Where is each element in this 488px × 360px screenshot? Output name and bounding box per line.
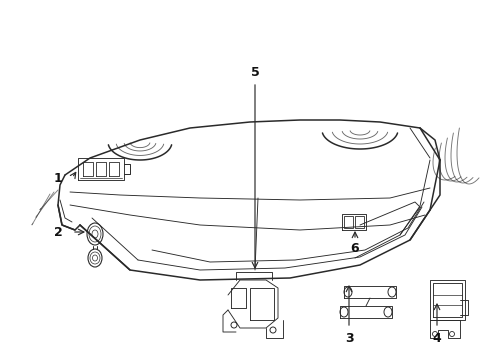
Text: 3: 3 xyxy=(344,332,353,345)
Text: 4: 4 xyxy=(432,332,441,345)
Text: 5: 5 xyxy=(250,66,259,78)
Bar xyxy=(354,216,363,228)
Bar xyxy=(343,216,352,228)
Text: 1: 1 xyxy=(54,171,62,185)
Text: 2: 2 xyxy=(54,225,62,239)
Text: 6: 6 xyxy=(350,242,359,255)
